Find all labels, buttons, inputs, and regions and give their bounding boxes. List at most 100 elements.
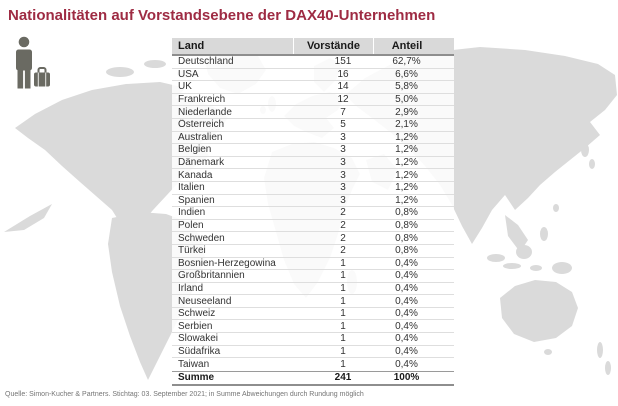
- table-row: Schweden 2 0,8%: [172, 232, 454, 245]
- cell-land: Neuseeland: [178, 295, 232, 307]
- cell-vorstaende: 3: [340, 182, 346, 194]
- cell-land: Slowakei: [178, 333, 219, 345]
- total-vorstaende: 241: [334, 372, 352, 384]
- cell-anteil: 0,4%: [395, 359, 418, 371]
- table-row: Bosnien-Herzegowina 1 0,4%: [172, 258, 454, 271]
- cell-anteil: 1,2%: [395, 157, 418, 169]
- cell-anteil: 1,2%: [395, 194, 418, 206]
- column-header-land: Land: [178, 40, 205, 52]
- cell-vorstaende: 3: [340, 157, 346, 169]
- cell-anteil: 2,1%: [395, 119, 418, 131]
- source-note: Quelle: Simon-Kucher & Partners. Stichta…: [5, 391, 364, 398]
- cell-vorstaende: 1: [340, 308, 346, 320]
- cell-vorstaende: 2: [340, 245, 346, 257]
- cell-anteil: 0,4%: [395, 282, 418, 294]
- cell-land: Irland: [178, 282, 204, 294]
- cell-land: Schweiz: [178, 308, 216, 320]
- cell-anteil: 62,7%: [392, 56, 421, 68]
- cell-land: Südafrika: [178, 345, 221, 357]
- cell-vorstaende: 5: [340, 119, 346, 131]
- cell-anteil: 2,9%: [395, 106, 418, 118]
- table-row: Italien 3 1,2%: [172, 182, 454, 195]
- table-row: Niederlande 7 2,9%: [172, 106, 454, 119]
- cell-land: USA: [178, 68, 199, 80]
- cell-land: Spanien: [178, 194, 215, 206]
- cell-vorstaende: 1: [340, 270, 346, 282]
- cell-land: Serbien: [178, 320, 213, 332]
- cell-vorstaende: 14: [337, 81, 349, 93]
- person-with-briefcase-icon: [16, 36, 50, 89]
- cell-anteil: 0,8%: [395, 220, 418, 232]
- cell-vorstaende: 3: [340, 169, 346, 181]
- table-row: Spanien 3 1,2%: [172, 195, 454, 208]
- cell-anteil: 0,4%: [395, 308, 418, 320]
- cell-vorstaende: 1: [340, 257, 346, 269]
- table-row: Neuseeland 1 0,4%: [172, 295, 454, 308]
- table-row: Großbritannien 1 0,4%: [172, 270, 454, 283]
- column-header-anteil: Anteil: [373, 38, 454, 54]
- cell-vorstaende: 3: [340, 194, 346, 206]
- cell-anteil: 0,8%: [395, 207, 418, 219]
- table-row: Dänemark 3 1,2%: [172, 157, 454, 170]
- cell-land: Australien: [178, 131, 223, 143]
- table-body: Deutschland 151 62,7% USA 16 6,6% UK 14 5,8% Fran…: [172, 56, 454, 371]
- table-row: UK 14 5,8%: [172, 81, 454, 94]
- table-row: Südafrika 1 0,4%: [172, 346, 454, 359]
- cell-anteil: 1,2%: [395, 169, 418, 181]
- cell-anteil: 1,2%: [395, 182, 418, 194]
- cell-anteil: 0,8%: [395, 232, 418, 244]
- cell-land: Belgien: [178, 144, 212, 156]
- table-row: Belgien 3 1,2%: [172, 144, 454, 157]
- table-row: Kanada 3 1,2%: [172, 169, 454, 182]
- table-header-row: Land Vorstände Anteil: [172, 38, 454, 56]
- cell-vorstaende: 2: [340, 232, 346, 244]
- cell-vorstaende: 1: [340, 295, 346, 307]
- cell-vorstaende: 12: [337, 94, 349, 106]
- table-row: Slowakei 1 0,4%: [172, 333, 454, 346]
- cell-vorstaende: 1: [340, 282, 346, 294]
- cell-land: Italien: [178, 182, 205, 194]
- cell-land: Österreich: [178, 119, 225, 131]
- cell-land: Großbritannien: [178, 270, 245, 282]
- cell-anteil: 0,4%: [395, 257, 418, 269]
- table-row: Indien 2 0,8%: [172, 207, 454, 220]
- cell-anteil: 0,4%: [395, 345, 418, 357]
- cell-anteil: 5,0%: [395, 94, 418, 106]
- cell-land: Indien: [178, 207, 206, 219]
- cell-vorstaende: 2: [340, 220, 346, 232]
- column-header-vorstaende: Vorstände: [293, 38, 373, 54]
- total-label: Summe: [178, 372, 215, 384]
- table-total-row: Summe 241 100%: [172, 370, 454, 386]
- cell-vorstaende: 3: [340, 131, 346, 143]
- nationalities-table: Land Vorstände Anteil Deutschland 151 62,7…: [172, 38, 454, 386]
- cell-land: Bosnien-Herzegowina: [178, 257, 276, 269]
- cell-vorstaende: 3: [340, 144, 346, 156]
- table-row: Türkei 2 0,8%: [172, 245, 454, 258]
- cell-vorstaende: 1: [340, 359, 346, 371]
- cell-land: Dänemark: [178, 157, 225, 169]
- cell-vorstaende: 151: [334, 56, 352, 68]
- cell-anteil: 0,4%: [395, 333, 418, 345]
- cell-vorstaende: 1: [340, 333, 346, 345]
- cell-anteil: 6,6%: [395, 68, 418, 80]
- cell-anteil: 1,2%: [395, 144, 418, 156]
- table-row: USA 16 6,6%: [172, 69, 454, 82]
- cell-land: Niederlande: [178, 106, 232, 118]
- cell-land: UK: [178, 81, 192, 93]
- table-row: Deutschland 151 62,7%: [172, 56, 454, 69]
- cell-vorstaende: 1: [340, 345, 346, 357]
- cell-land: Taiwan: [178, 359, 210, 371]
- table-row: Frankreich 12 5,0%: [172, 94, 454, 107]
- cell-land: Türkei: [178, 245, 206, 257]
- total-anteil: 100%: [393, 372, 420, 384]
- table-row: Irland 1 0,4%: [172, 283, 454, 296]
- cell-anteil: 1,2%: [395, 131, 418, 143]
- cell-anteil: 0,4%: [395, 270, 418, 282]
- cell-land: Schweden: [178, 232, 225, 244]
- cell-vorstaende: 1: [340, 320, 346, 332]
- cell-vorstaende: 2: [340, 207, 346, 219]
- table-row: Serbien 1 0,4%: [172, 320, 454, 334]
- table-row: Polen 2 0,8%: [172, 220, 454, 233]
- cell-anteil: 0,4%: [395, 320, 418, 332]
